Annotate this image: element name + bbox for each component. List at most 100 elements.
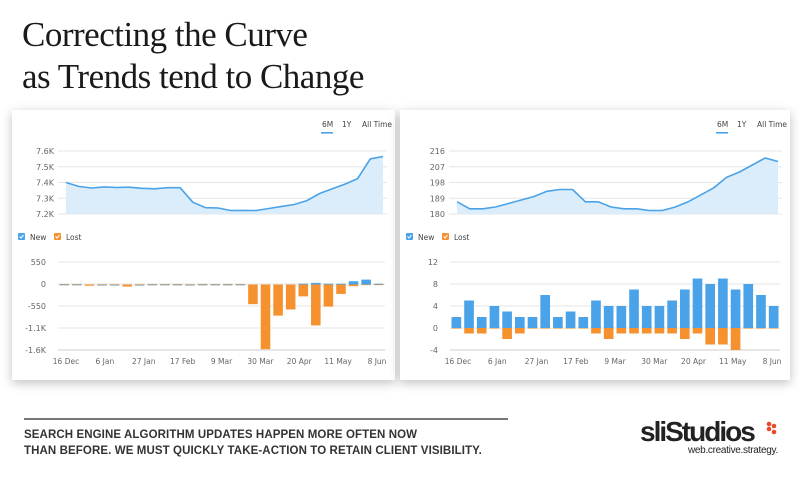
- legend-label-lost: Lost: [454, 233, 470, 242]
- bar-lost: [768, 328, 779, 329]
- legend-checkbox-lost[interactable]: [442, 233, 449, 240]
- bar-lost: [72, 284, 82, 286]
- x-tick-label: 9 Mar: [211, 357, 233, 366]
- bar-lost: [730, 328, 741, 350]
- tab-6m[interactable]: 6M: [322, 120, 333, 129]
- tab-1y[interactable]: 1Y: [342, 120, 352, 129]
- y-tick-label: -550: [28, 302, 46, 311]
- bar-new: [578, 317, 589, 328]
- bar-new: [336, 283, 346, 285]
- x-tick-label: 11 May: [719, 357, 747, 366]
- bar-new: [768, 306, 779, 328]
- bar-new: [298, 283, 309, 285]
- bar-new: [476, 317, 487, 328]
- bar-new: [591, 300, 601, 328]
- bar-lost: [540, 328, 551, 329]
- bar-lost: [248, 284, 258, 305]
- y-tick-label: 12: [428, 258, 438, 267]
- legend-label-new: New: [418, 233, 434, 242]
- bar-lost: [705, 328, 716, 345]
- bar-new: [603, 306, 614, 328]
- bar-lost: [514, 328, 525, 334]
- bar-lost: [718, 328, 728, 345]
- bar-lost: [692, 328, 703, 334]
- legend-checkbox-new[interactable]: [18, 233, 25, 240]
- bar-new: [489, 306, 500, 328]
- x-tick-label: 27 Jan: [525, 357, 549, 366]
- bar-lost: [489, 328, 500, 329]
- x-tick-label: 6 Jan: [488, 357, 507, 366]
- y-tick-label: 7.4K: [36, 179, 55, 188]
- y-tick-label: -1.1K: [25, 324, 47, 333]
- bar-lost: [185, 284, 195, 286]
- bar-lost: [147, 284, 158, 286]
- y-tick-label: 216: [430, 147, 445, 156]
- bar-lost: [756, 328, 766, 329]
- caption-line-2: THAN BEFORE. WE MUST QUICKLY TAKE-ACTION…: [24, 445, 482, 457]
- check-icon: [55, 234, 60, 239]
- bar-lost: [451, 328, 462, 329]
- tab-6m[interactable]: 6M: [717, 120, 728, 129]
- bar-new: [323, 283, 334, 285]
- bar-lost: [97, 284, 107, 286]
- bar-lost: [172, 284, 183, 286]
- x-tick-label: 17 Feb: [563, 357, 588, 366]
- title-line-2: as Trends tend to Change: [22, 57, 364, 96]
- bar-new: [373, 283, 384, 285]
- tab-all-time[interactable]: All Time: [362, 120, 392, 129]
- bar-lost: [565, 328, 576, 329]
- bar-lost: [641, 328, 652, 334]
- area-fill: [457, 158, 778, 214]
- check-icon: [19, 234, 24, 239]
- y-tick-label: 7.5K: [36, 163, 55, 172]
- bar-lost: [84, 284, 95, 286]
- active-tab-indicator: [716, 132, 728, 134]
- legend-checkbox-lost[interactable]: [54, 233, 61, 240]
- tab-1y[interactable]: 1Y: [737, 120, 747, 129]
- right-chart-svg: 6M 1Y All Time 216 207 198 189 180 New Lost 12 8 4 0 -…: [406, 120, 787, 366]
- bar-new: [540, 295, 551, 328]
- bar-lost: [323, 284, 334, 307]
- x-tick-label: 30 Mar: [641, 357, 668, 366]
- y-tick-label: 207: [430, 163, 445, 172]
- y-tick-label: 550: [31, 258, 46, 267]
- bar-lost: [348, 284, 359, 287]
- bar-lost: [743, 328, 754, 329]
- bar-new: [756, 295, 766, 328]
- bar-lost: [160, 284, 170, 286]
- bar-lost: [197, 284, 208, 286]
- caption-line-1: SEARCH ENGINE ALGORITHM UPDATES HAPPEN M…: [24, 429, 418, 441]
- bar-lost: [527, 328, 538, 329]
- y-tick-label: -4: [430, 346, 438, 355]
- legend-checkbox-new[interactable]: [406, 233, 413, 240]
- page-title: Correcting the Curve as Trends tend to C…: [22, 14, 364, 98]
- left-chart-panel: 6M 1Y All Time 7.6K 7.5K 7.4K 7.3K 7.2K New Lost 5…: [12, 110, 395, 380]
- title-line-1: Correcting the Curve: [22, 15, 308, 54]
- x-tick-label: 11 May: [324, 357, 352, 366]
- right-chart-panel: 6M 1Y All Time 216 207 198 189 180 New Lost 12 8 4 0 -…: [400, 110, 790, 380]
- check-icon: [407, 234, 412, 239]
- y-tick-label: 4: [433, 302, 438, 311]
- bar-new: [311, 282, 321, 285]
- bar-lost: [464, 328, 474, 334]
- y-tick-label: 7.2K: [36, 210, 55, 219]
- bar-lost: [679, 328, 690, 339]
- bar-new: [730, 289, 741, 328]
- tab-all-time[interactable]: All Time: [757, 120, 787, 129]
- bar-new: [692, 278, 703, 328]
- bar-lost: [361, 284, 371, 286]
- y-tick-label: 7.6K: [36, 147, 55, 156]
- bar-lost: [210, 284, 220, 286]
- x-tick-label: 17 Feb: [170, 357, 195, 366]
- trend-line: [456, 157, 779, 212]
- bar-lost: [235, 284, 246, 286]
- legend-label-new: New: [30, 233, 46, 242]
- bar-lost: [553, 328, 563, 329]
- bar-new: [743, 284, 754, 328]
- logo-name: sliStudios: [640, 416, 756, 447]
- caption: SEARCH ENGINE ALGORITHM UPDATES HAPPEN M…: [24, 427, 482, 459]
- bar-new: [616, 306, 627, 328]
- bar-lost: [603, 328, 614, 339]
- bar-new: [705, 284, 716, 328]
- bar-new: [654, 306, 665, 328]
